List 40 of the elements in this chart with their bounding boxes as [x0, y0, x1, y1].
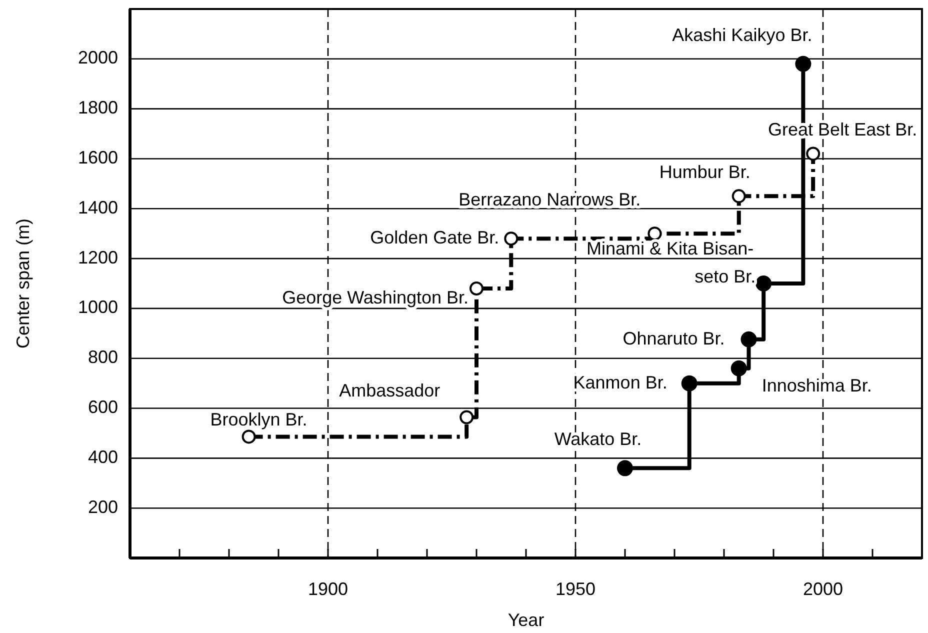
annotation: Golden Gate Br. [370, 227, 500, 248]
x-tick-label: 1900 [308, 578, 348, 599]
annotation: Ambassador [339, 380, 440, 400]
x-axis-title: Year [508, 610, 544, 630]
y-tick-label: 1800 [78, 98, 118, 118]
point [648, 226, 662, 241]
annotation: Innoshima Br. [762, 375, 872, 396]
y-tick-label: 1600 [78, 147, 118, 168]
y-tick-label: 1200 [78, 247, 118, 268]
y-tick-label: 400 [88, 446, 118, 467]
annotation: Ohnaruto Br. [622, 328, 725, 348]
y-tick-label: 1400 [78, 197, 118, 218]
annotation: Kanmon Br. [573, 372, 668, 392]
x-tick-label: 2000 [802, 578, 844, 599]
annotation: Berrazano Narrows Br. [458, 189, 641, 210]
y-tick-label: 800 [88, 347, 118, 368]
point [617, 460, 633, 476]
annotation: Akashi Kaikyo Br. [672, 24, 812, 45]
annotation: Minami & Kita Bisan- seto Br. [586, 238, 756, 286]
y-tick-label: 2000 [78, 48, 118, 68]
point [732, 189, 746, 204]
x-tick-label: 1950 [555, 578, 596, 599]
y-tick-label: 600 [88, 397, 118, 418]
y-tick-label: 200 [88, 496, 118, 517]
y-tick-label: 1000 [78, 297, 118, 318]
point [242, 430, 256, 444]
point [504, 232, 518, 246]
annotation: Brooklyn Br. [210, 409, 308, 430]
y-axis-title: Center span (m) [12, 218, 33, 349]
point [681, 375, 698, 392]
annotation: Humbur Br. [659, 162, 750, 182]
point [795, 56, 812, 72]
annotation: George Washington Br. [282, 287, 468, 308]
point [460, 410, 474, 424]
point [756, 276, 772, 292]
point [740, 331, 757, 348]
point [470, 281, 484, 296]
point [730, 360, 747, 376]
annotation: Wakato Br. [554, 428, 642, 449]
point [806, 146, 820, 161]
